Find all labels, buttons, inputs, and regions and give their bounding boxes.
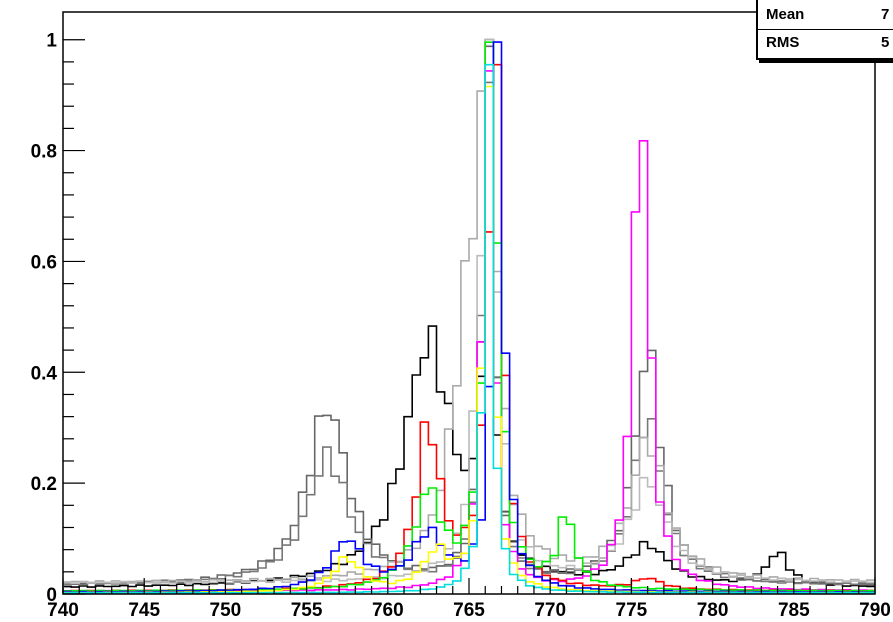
histogram-series-10: [62, 63, 875, 594]
x-tick-label: 750: [210, 600, 242, 621]
stats-rms-label: RMS: [766, 34, 800, 51]
x-tick-label: 745: [128, 600, 160, 621]
histogram-series-3: [62, 38, 875, 594]
x-tick-label: 785: [778, 600, 810, 621]
stats-mean-value: 7: [881, 6, 890, 23]
histogram-series-7: [62, 41, 875, 594]
stats-row-rms: RMS 5: [766, 34, 889, 51]
y-tick-label: 0: [46, 585, 57, 606]
y-tick-label: 0.8: [31, 142, 57, 163]
x-tick-label: 790: [859, 600, 891, 621]
x-tick-label: 770: [534, 600, 566, 621]
stats-mean-label: Mean: [766, 6, 805, 23]
stats-row-mean: Mean 7: [766, 6, 889, 23]
stats-divider: [758, 29, 893, 30]
y-tick-label: 0.4: [31, 363, 58, 384]
x-tick-label: 755: [291, 600, 323, 621]
stats-box: Mean 7 RMS 5: [756, 0, 893, 60]
stats-rms-value: 5: [881, 34, 890, 51]
x-tick-label: 760: [372, 600, 404, 621]
y-tick-label: 0.2: [31, 474, 57, 495]
x-tick-label: 780: [697, 600, 729, 621]
y-tick-label: 1: [46, 31, 57, 52]
x-tick-label: 765: [453, 600, 485, 621]
y-tick-label: 0.6: [31, 252, 57, 273]
x-tick-label: 740: [47, 600, 79, 621]
ticks-layer: 740 745 750 755 760 765 770 775 780 785 790 0 0.2 0.4…: [31, 31, 891, 621]
series-layer: [62, 38, 875, 594]
x-tick-label: 775: [616, 600, 648, 621]
